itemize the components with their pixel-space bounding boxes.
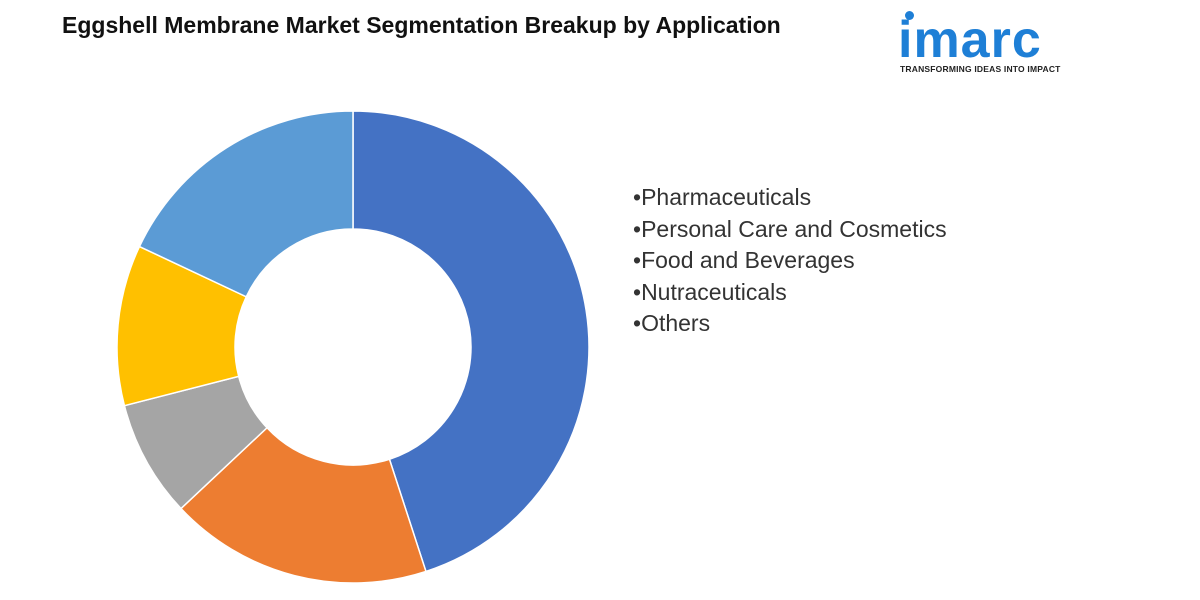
legend-label: Pharmaceuticals [641,184,812,210]
legend-bullet: • [633,310,642,336]
donut-chart [116,110,590,584]
legend-label: Others [641,310,711,336]
donut-slice-others [138,110,354,298]
donut-slice-personal-care-and-cosmetics [179,426,427,584]
legend-label: Nutraceuticals [641,278,787,305]
chart-title: Eggshell Membrane Market Segmentation Br… [62,12,781,38]
legend-item: •Personal Care and Cosmetics [633,214,947,246]
logo-tagline: TRANSFORMING IDEAS INTO IMPACT [900,64,1061,74]
chart-legend: •Pharmaceuticals •Personal Care and Cosme… [633,182,947,340]
legend-item: •Nutraceuticals [633,277,947,309]
legend-label: Food and Beverages [641,247,855,273]
donut-slice-pharmaceuticals [352,110,590,573]
legend-label: Personal Care and Cosmetics [641,215,947,242]
legend-bullet: • [633,184,642,210]
legend-bullet: • [633,247,642,273]
legend-bullet: • [633,215,642,242]
legend-item: •Pharmaceuticals [633,182,947,214]
legend-item: •Food and Beverages [633,245,947,277]
logo-wordmark: imarc [898,11,1042,69]
imarc-logo: imarc TRANSFORMING IDEAS INTO IMPACT [898,10,1088,76]
logo-dot-icon [905,11,914,20]
legend-bullet: • [633,278,642,305]
legend-item: •Others [633,308,947,340]
